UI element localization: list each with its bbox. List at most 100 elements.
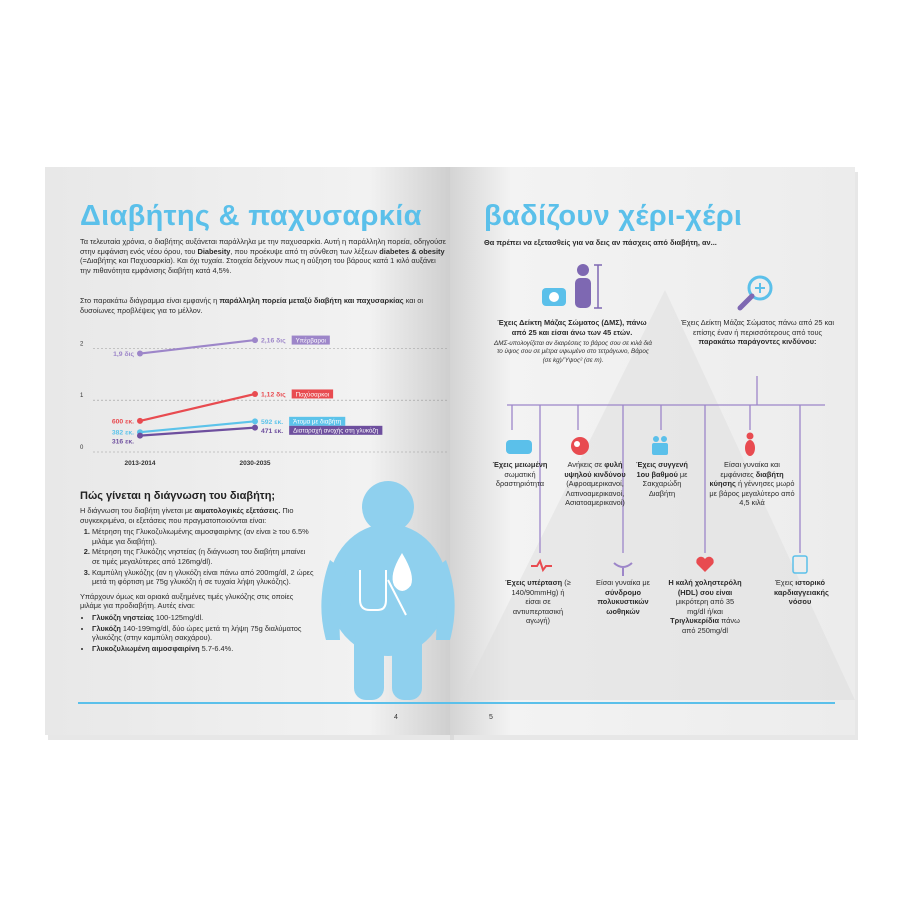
series-line — [139, 338, 256, 355]
bold-run: Γλυκόζη — [92, 623, 121, 633]
text-run: Έχεις Δείκτη Μάζας Σώματος πάνω από 25 κ… — [680, 318, 835, 337]
x-tick-label: 2013-2014 — [124, 460, 155, 467]
value-label: 600 εκ. — [112, 418, 134, 425]
bold-run: Έχεις μειωμένη — [492, 460, 548, 469]
bmi-note: ΔΜΣ-υπολογίζεται αν διαιρέσεις το βάρος … — [493, 340, 653, 364]
prediabetes-item: Γλυκοζυλιωμένη αιμοσφαιρίνη 5.7-6.4%. — [92, 644, 315, 654]
intro: Τα τελευταία χρόνια, ο διαβήτης αυξάνετα… — [80, 237, 446, 275]
bold-run: φυλή υψηλού κινδύνου — [564, 460, 626, 479]
bold-run: Γλυκόζη νηστείας — [92, 612, 154, 622]
right-title: βαδίζουν χέρι-χέρι — [484, 200, 743, 232]
bmi-text: Έχεις Δείκτη Μάζας Σώματος (ΔΜΣ), πάνω α… — [497, 318, 647, 337]
point — [252, 337, 258, 344]
text-run: Τα τελευταία χρόνια, ο διαβήτης αυξάνετα… — [80, 237, 446, 256]
bold-run: Diabesity — [197, 246, 231, 256]
left-title: Διαβήτης & παχυσαρκία — [80, 200, 422, 232]
magnifier-icon — [737, 275, 773, 311]
legend-box — [289, 416, 346, 426]
value-label: 382 εκ. — [112, 430, 134, 437]
text-run: μικρότερη από 35 mg/dl ή/και — [675, 597, 735, 616]
series-line — [139, 392, 256, 422]
text-run: Στο παρακάτω διάγραμμα είναι εμφανής η — [80, 296, 220, 305]
diagnosis-heading: Πώς γίνεται η διάγνωση του διαβήτη; — [80, 490, 276, 502]
prediabetes-intro: Υπάρχουν όμως και οριακά αυξημένες τιμές… — [80, 591, 294, 611]
test-item: Καμπύλη γλυκόζης (αν η γλυκόζη είναι πάν… — [92, 568, 315, 587]
value-label: 1,12 δις — [261, 391, 286, 398]
series-line — [139, 420, 256, 434]
y-tick-label: 0 — [80, 445, 84, 451]
text-run: 140-199mg/dl, δύο ώρες μετά τη λήψη 75g … — [92, 623, 302, 643]
legend-box — [289, 425, 383, 435]
text-run: και οι δυσοίωνες προβλέψεις για το μέλλο… — [80, 296, 424, 315]
point — [137, 350, 143, 357]
legend-label: Παχύσαρκοι — [296, 391, 330, 398]
chart-intro: Στο παρακάτω διάγραμμα είναι εμφανής η π… — [80, 296, 446, 315]
risk-factor: Έχεις υπέρταση (≥ 140/90mmHg) ή είσαι σε… — [503, 578, 573, 626]
legend-box — [291, 335, 330, 345]
bold-run: Έχεις υπέρταση — [505, 578, 563, 587]
risk-text: Έχεις Δείκτη Μάζας Σώματος πάνω από 25 κ… — [680, 318, 835, 347]
text-run: Μέτρηση της Γλυκοζυλιωμένης αιμοσφαιρίνη… — [92, 527, 309, 546]
text-run: Είσαι γυναίκα με — [596, 578, 650, 587]
prediabetes-list: Γλυκόζη νηστείας 100-125mg/dl.Γλυκόζη 14… — [80, 613, 315, 653]
text-run: ή γέννησες μωρό με βάρος μεγαλύτερο από … — [709, 479, 795, 508]
text-run: Έχεις — [775, 578, 796, 587]
text-run: Η διάγνωση του διαβήτη γίνεται με — [80, 506, 195, 515]
test-item: Μέτρηση της Γλυκοζυλιωμένης αιμοσφαιρίνη… — [92, 527, 315, 546]
bold-run: Η καλή χοληστερόλη (HDL) σου είναι — [668, 578, 742, 597]
bold-run: παράλληλη πορεία μεταξύ διαβήτη και παχυ… — [219, 296, 404, 305]
bold-run: διαβήτη κύησης — [709, 469, 784, 489]
legend-label: Διαταραχή ανοχής στη γλυκόζη — [293, 428, 379, 435]
tests-list: Μέτρηση της Γλυκοζυλιωμένης αιμοσφαιρίνη… — [80, 527, 315, 587]
page-number: 4 — [394, 714, 398, 721]
series-line — [139, 426, 256, 437]
point — [252, 390, 258, 397]
point — [252, 424, 258, 431]
text-run: με Σακχαρώδη Διαβήτη — [642, 469, 688, 498]
test-item: Μέτρηση της Γλυκόζης νηστείας (η διάγνωσ… — [92, 547, 315, 566]
value-label: 592 εκ. — [261, 419, 283, 426]
factor-icons — [506, 432, 808, 576]
text-run: Καμπύλη γλυκόζης (αν η γλυκόζη είναι πάν… — [92, 567, 314, 587]
text-run: (Αφροαμερικανοί, Λατινοαμερικανοί, Ασιατ… — [565, 479, 625, 508]
value-label: 1,9 δις — [113, 351, 134, 358]
risk-factor: Έχεις συγγενή 1ου βαθμού με Σακχαρώδη Δι… — [631, 460, 693, 498]
legend-label: Άτομα με διαβήτη — [293, 419, 342, 426]
prediabetes-item: Γλυκόζη νηστείας 100-125mg/dl. — [92, 613, 315, 623]
text-run: πάνω από 250mg/dl — [682, 616, 740, 635]
text-run: 100-125mg/dl. — [153, 612, 204, 622]
bold-run: ιστορικό καρδιαγγειακής νόσου — [774, 578, 829, 607]
risk-factor: Είσαι γυναίκα με σύνδρομο πολυκυστικών ω… — [587, 578, 659, 616]
value-label: 2,16 δις — [261, 338, 286, 345]
bold-run: Τριγλυκερίδια — [670, 616, 720, 626]
scale-icon — [542, 264, 602, 309]
subtitle: Θα πρέπει να εξετασθείς για να δεις αν π… — [484, 238, 717, 247]
page-number: 5 — [489, 714, 493, 721]
value-label: 471 εκ. — [261, 428, 283, 435]
bold-run: αιματολογικές εξετάσεις. — [194, 506, 281, 515]
risk-factor: Ανήκεις σε φυλή υψηλού κινδύνου (Αφροαμε… — [559, 460, 631, 508]
text-run: Μέτρηση της Γλυκόζης νηστείας (η διάγνωσ… — [92, 547, 306, 566]
point — [137, 417, 143, 424]
value-label: 316 εκ. — [112, 439, 134, 446]
text-run: , που προέκυψε από τη σύνθεση των λέξεων — [230, 246, 380, 256]
bold-run: παρακάτω παράγοντες κινδύνου: — [698, 337, 817, 347]
bold-run: Γλυκοζυλιωμένη αιμοσφαιρίνη — [92, 643, 200, 653]
prediabetes-item: Γλυκόζη 140-199mg/dl, δύο ώρες μετά τη λ… — [92, 624, 315, 643]
risk-factor: Έχεις μειωμένη σωματική δραστηριότητα — [487, 460, 553, 489]
legend-box — [291, 389, 334, 399]
diagnosis-body: Η διάγνωση του διαβήτη γίνεται με αιματο… — [80, 506, 315, 655]
body-figure — [321, 481, 455, 700]
risk-factor: Έχεις ιστορικό καρδιαγγειακής νόσου — [774, 578, 829, 607]
bold-run: σύνδρομο πολυκυστικών ωοθηκών — [597, 587, 649, 616]
text-run: (=Διαβήτης και Παχυσαρκία). Και όχι τυχα… — [80, 256, 436, 275]
diagnosis-intro: Η διάγνωση του διαβήτη γίνεται με αιματο… — [80, 506, 315, 525]
lab-icon — [359, 553, 412, 616]
bold-run: diabetes & obesity — [379, 246, 445, 256]
text-run: Πιο συγκεκριμένα, οι εξετάσεις που πραγμ… — [80, 506, 294, 525]
text-run: 5.7-6.4%. — [199, 643, 234, 653]
x-tick-label: 2030-2035 — [239, 460, 270, 467]
text-run: Ανήκεις σε — [567, 460, 605, 469]
